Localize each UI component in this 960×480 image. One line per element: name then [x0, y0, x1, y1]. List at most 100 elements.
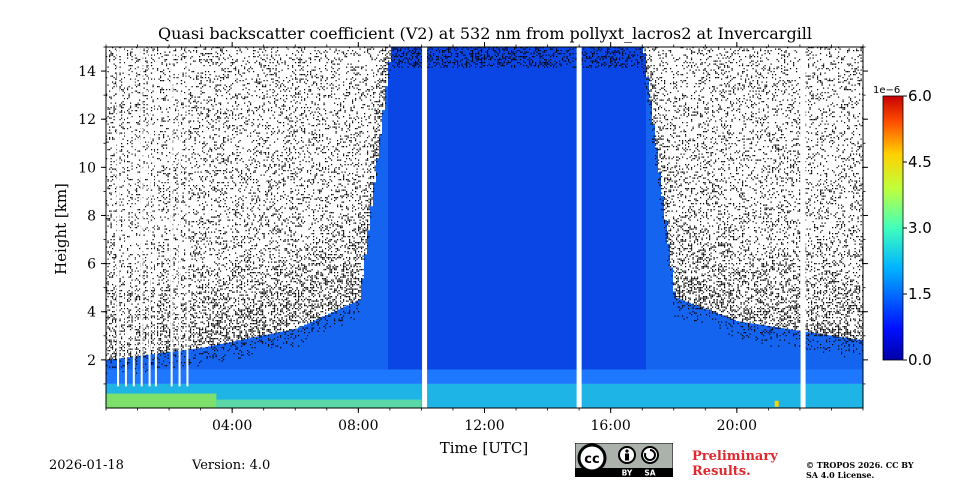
signal-column [805, 331, 808, 370]
colorbar-exponent: 1e−6 [873, 85, 900, 96]
signal-column [688, 302, 691, 370]
noisy-profile [148, 47, 151, 387]
signal-column [253, 337, 256, 370]
signal-column [565, 47, 568, 370]
signal-column [325, 314, 328, 370]
signal-column [646, 77, 649, 370]
signal-column [517, 47, 520, 370]
signal-column [757, 324, 760, 370]
signal-column [136, 356, 139, 370]
signal-column [460, 47, 463, 370]
signal-column [610, 47, 613, 370]
cc-by-sa-license-badge[interactable]: cc BY SA [575, 443, 673, 477]
signal-column [367, 230, 370, 370]
signal-column [268, 334, 271, 370]
signal-column [715, 313, 718, 370]
signal-column [544, 47, 547, 370]
x-tick-label: 16:00 [590, 418, 630, 434]
signal-column [463, 47, 466, 370]
signal-column [556, 47, 559, 370]
signal-column [775, 327, 778, 370]
y-tick-label: 8 [87, 208, 96, 224]
signal-column [271, 333, 274, 370]
signal-column [838, 336, 841, 370]
signal-column [265, 334, 268, 370]
signal-column [583, 47, 586, 370]
signal-column [808, 332, 811, 370]
signal-column [214, 345, 217, 370]
signal-column [190, 349, 193, 370]
signal-column [574, 47, 577, 370]
signal-column [652, 124, 655, 370]
signal-column [502, 47, 505, 370]
signal-column [649, 100, 652, 370]
noisy-profile [140, 47, 143, 387]
signal-column [358, 299, 361, 370]
signal-column [508, 47, 511, 370]
signal-column [352, 302, 355, 370]
signal-column [406, 47, 409, 370]
aerosol-residual-layer [106, 369, 863, 384]
signal-column [340, 308, 343, 370]
signal-column [208, 346, 211, 370]
signal-column [193, 348, 196, 370]
signal-column [142, 355, 145, 370]
signal-column [778, 327, 781, 370]
noisy-profile [132, 47, 135, 387]
signal-column [319, 317, 322, 370]
signal-column [115, 358, 118, 370]
signal-column [835, 336, 838, 370]
signal-column [370, 206, 373, 370]
data-gap [576, 47, 582, 408]
signal-column [175, 351, 178, 370]
signal-column [655, 148, 658, 370]
signal-column [412, 47, 415, 370]
colorbar-tick-label: 3.0 [908, 219, 932, 237]
signal-column [226, 342, 229, 370]
signal-column [217, 344, 220, 370]
by-label: BY [622, 469, 633, 478]
signal-column [679, 299, 682, 370]
data-gap [422, 47, 428, 408]
signal-column [529, 47, 532, 370]
colorbar-tick-label: 4.5 [908, 153, 932, 171]
signal-column [334, 310, 337, 370]
signal-column [514, 47, 517, 370]
signal-column [385, 86, 388, 370]
signal-column [658, 172, 661, 370]
y-tick-label: 12 [78, 112, 96, 128]
signal-column [247, 338, 250, 370]
signal-column [673, 291, 676, 370]
signal-column [388, 62, 391, 370]
signal-column [310, 321, 313, 370]
signal-column [331, 312, 334, 370]
signal-column [106, 359, 109, 370]
signal-column [532, 47, 535, 370]
signal-column [625, 47, 628, 370]
colorbar: 1e−6 0.0 1.5 3.0 4.5 6.0 [873, 85, 932, 369]
backscatter-heatmap [106, 47, 863, 408]
signal-column [619, 47, 622, 370]
signal-column [313, 320, 316, 370]
signal-column [289, 329, 292, 370]
signal-column [820, 334, 823, 370]
signal-column [169, 351, 172, 370]
signal-column [643, 53, 646, 370]
y-axis-label: Height [km] [52, 183, 70, 275]
signal-column [343, 306, 346, 370]
signal-column [571, 47, 574, 370]
signal-column [628, 47, 631, 370]
signal-column [130, 356, 133, 370]
signal-column [481, 47, 484, 370]
x-tick-label: 12:00 [464, 418, 504, 434]
signal-column [493, 47, 496, 370]
colorbar-tick-label: 6.0 [908, 87, 932, 105]
signal-column [856, 339, 859, 370]
signal-column [706, 309, 709, 370]
signal-column [427, 47, 430, 370]
y-tick-label: 10 [78, 160, 96, 176]
signal-column [292, 329, 295, 370]
signal-column [469, 47, 472, 370]
signal-column [766, 325, 769, 370]
signal-column [199, 348, 202, 370]
